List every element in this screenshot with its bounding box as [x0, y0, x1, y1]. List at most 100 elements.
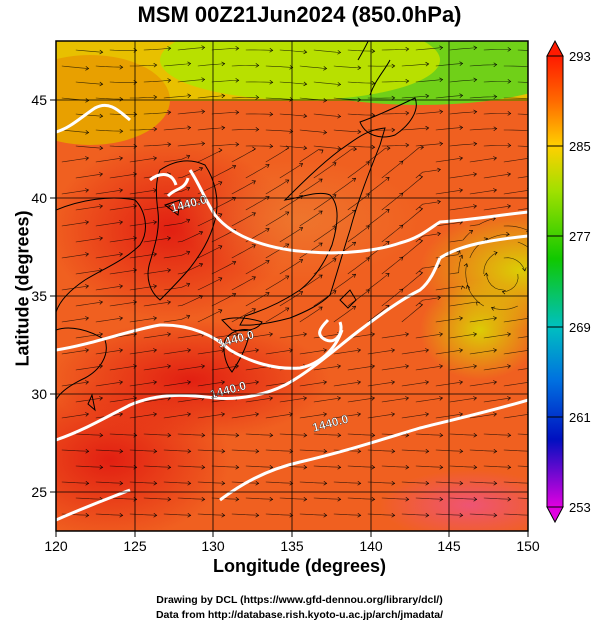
streamline — [279, 291, 303, 307]
streamline-arrow — [167, 268, 172, 273]
streamline-arrow — [542, 497, 545, 501]
streamline-arrow — [473, 364, 478, 369]
streamline — [333, 148, 357, 163]
streamline — [75, 205, 103, 211]
streamline-arrow — [405, 110, 410, 116]
streamline — [367, 349, 395, 355]
streamline — [483, 81, 511, 83]
streamline — [367, 381, 395, 387]
streamline-arrow — [99, 300, 104, 305]
streamline — [231, 97, 259, 99]
streamline — [415, 79, 443, 83]
streamline-arrow — [85, 316, 90, 321]
streamline-arrow — [337, 82, 342, 87]
streamline-arrow — [419, 302, 424, 308]
streamline-arrow — [323, 448, 328, 454]
streamline-arrow — [468, 230, 474, 234]
streamline — [299, 381, 327, 387]
streamline — [347, 365, 375, 371]
streamline-arrow — [119, 480, 124, 486]
streamline-arrow — [337, 114, 342, 119]
streamline — [197, 95, 225, 99]
streamline-arrow — [85, 98, 90, 103]
streamline-arrow — [493, 188, 498, 193]
streamline — [163, 315, 190, 323]
streamline — [415, 201, 441, 211]
streamline — [109, 237, 137, 243]
streamline-arrow — [405, 464, 410, 470]
streamline — [197, 481, 225, 484]
streamline — [95, 221, 123, 227]
streamline-arrow — [221, 412, 226, 417]
streamline — [466, 285, 484, 307]
streamline-arrow — [391, 95, 396, 101]
streamline-arrow — [357, 412, 362, 417]
streamline — [177, 295, 203, 307]
streamline-arrow — [187, 125, 192, 131]
streamline-arrow — [153, 62, 158, 68]
streamline — [143, 465, 171, 468]
streamline — [279, 333, 307, 339]
streamline-arrow — [323, 98, 328, 103]
streamline-arrow — [265, 164, 270, 168]
streamline — [211, 197, 236, 211]
streamline — [415, 297, 441, 307]
streamline — [245, 164, 270, 179]
streamline-arrow — [535, 255, 539, 259]
streamline — [231, 148, 256, 163]
streamline-arrow — [391, 348, 396, 353]
streamline — [211, 497, 239, 500]
streamline — [313, 290, 337, 307]
streamline — [61, 253, 89, 259]
streamline-arrow — [153, 448, 158, 454]
streamline-arrow — [507, 47, 512, 52]
streamline-arrow — [221, 448, 226, 454]
streamline-arrow — [391, 512, 396, 518]
streamline-arrow — [473, 77, 478, 83]
streamline-arrow — [337, 396, 342, 401]
streamline-arrow — [439, 364, 444, 369]
streamline-arrow — [153, 348, 158, 353]
streamline-arrow — [507, 79, 512, 84]
streamline-arrow — [405, 432, 410, 438]
streamline — [486, 272, 504, 291]
streamline — [75, 145, 103, 149]
streamline — [129, 449, 157, 452]
streamline — [61, 157, 89, 163]
streamline — [517, 336, 528, 339]
streamline — [61, 221, 89, 227]
streamline — [503, 350, 528, 355]
streamline-arrow — [85, 156, 90, 161]
streamline-arrow — [232, 164, 237, 169]
streamline — [163, 283, 190, 291]
streamline-arrow — [399, 288, 404, 293]
streamline-arrow — [419, 270, 424, 276]
streamline-arrow — [85, 66, 90, 71]
streamline — [143, 111, 171, 115]
colorbar-tick-label: 285 — [569, 139, 591, 154]
streamline-arrow — [337, 50, 342, 55]
streamline-arrow — [405, 78, 410, 84]
streamline — [245, 81, 273, 83]
streamline — [415, 169, 441, 179]
streamline — [347, 113, 375, 116]
streamline — [381, 144, 409, 147]
streamline — [469, 96, 497, 99]
streamline — [367, 413, 395, 419]
streamline-arrow — [371, 144, 376, 150]
streamline — [75, 237, 103, 243]
streamline — [381, 192, 403, 211]
streamline-arrow — [201, 141, 206, 146]
streamline-arrow — [473, 396, 478, 401]
streamline-arrow — [265, 196, 270, 200]
streamline-arrow — [201, 464, 206, 470]
streamline — [197, 213, 223, 227]
streamline — [449, 397, 477, 403]
streamline — [163, 251, 190, 259]
streamline — [299, 178, 323, 195]
streamline-arrow — [459, 480, 464, 486]
x-tick-label: 140 — [359, 538, 383, 554]
streamline — [75, 333, 103, 339]
streamline — [109, 465, 137, 468]
streamline — [347, 433, 375, 436]
